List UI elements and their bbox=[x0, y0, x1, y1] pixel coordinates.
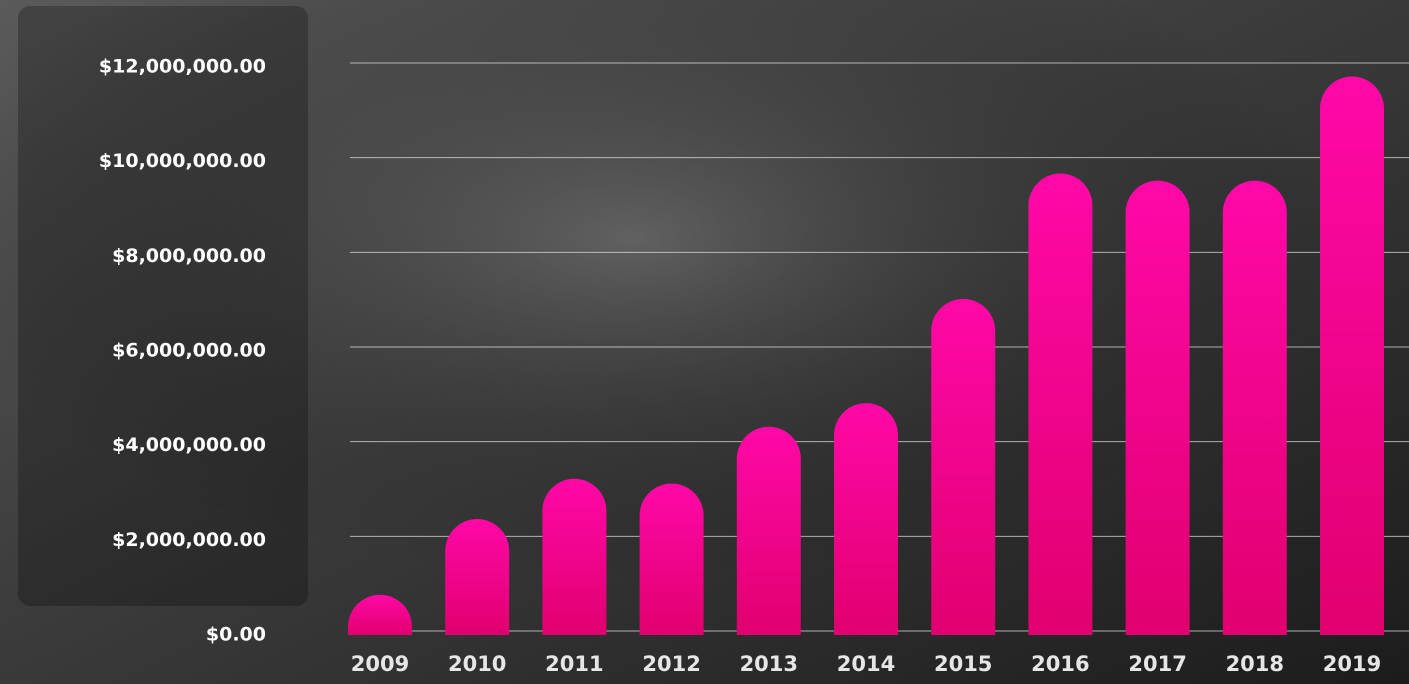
bar bbox=[542, 479, 606, 635]
y-tick-label: $0.00 bbox=[206, 624, 266, 646]
bar bbox=[1126, 181, 1190, 635]
bar bbox=[640, 484, 704, 635]
bar bbox=[445, 519, 509, 635]
bar bbox=[834, 403, 898, 635]
x-tick-label: 2009 bbox=[351, 652, 409, 676]
bar bbox=[931, 299, 995, 635]
y-tick-label: $12,000,000.00 bbox=[99, 56, 266, 78]
x-tick-label: 2018 bbox=[1226, 652, 1284, 676]
x-tick-label: 2011 bbox=[545, 652, 603, 676]
bar bbox=[737, 427, 801, 635]
x-tick-label: 2019 bbox=[1323, 652, 1381, 676]
x-tick-label: 2014 bbox=[837, 652, 895, 676]
x-tick-label: 2016 bbox=[1031, 652, 1089, 676]
x-tick-label: 2012 bbox=[642, 652, 700, 676]
axis-panel bbox=[18, 6, 308, 606]
bar bbox=[1320, 76, 1384, 635]
y-tick-label: $6,000,000.00 bbox=[112, 340, 266, 362]
x-tick-label: 2013 bbox=[740, 652, 798, 676]
y-tick-label: $2,000,000.00 bbox=[112, 529, 266, 551]
bar bbox=[1028, 174, 1092, 636]
y-tick-label: $8,000,000.00 bbox=[112, 245, 266, 267]
y-tick-label: $10,000,000.00 bbox=[99, 150, 266, 172]
chart: $0.00 $2,000,000.00 $4,000,000.00 $6,000,00… bbox=[0, 0, 1409, 684]
x-tick-label: 2010 bbox=[448, 652, 506, 676]
x-tick-label: 2017 bbox=[1128, 652, 1186, 676]
bar bbox=[1223, 181, 1287, 635]
y-tick-label: $4,000,000.00 bbox=[112, 434, 266, 456]
x-tick-label: 2015 bbox=[934, 652, 992, 676]
